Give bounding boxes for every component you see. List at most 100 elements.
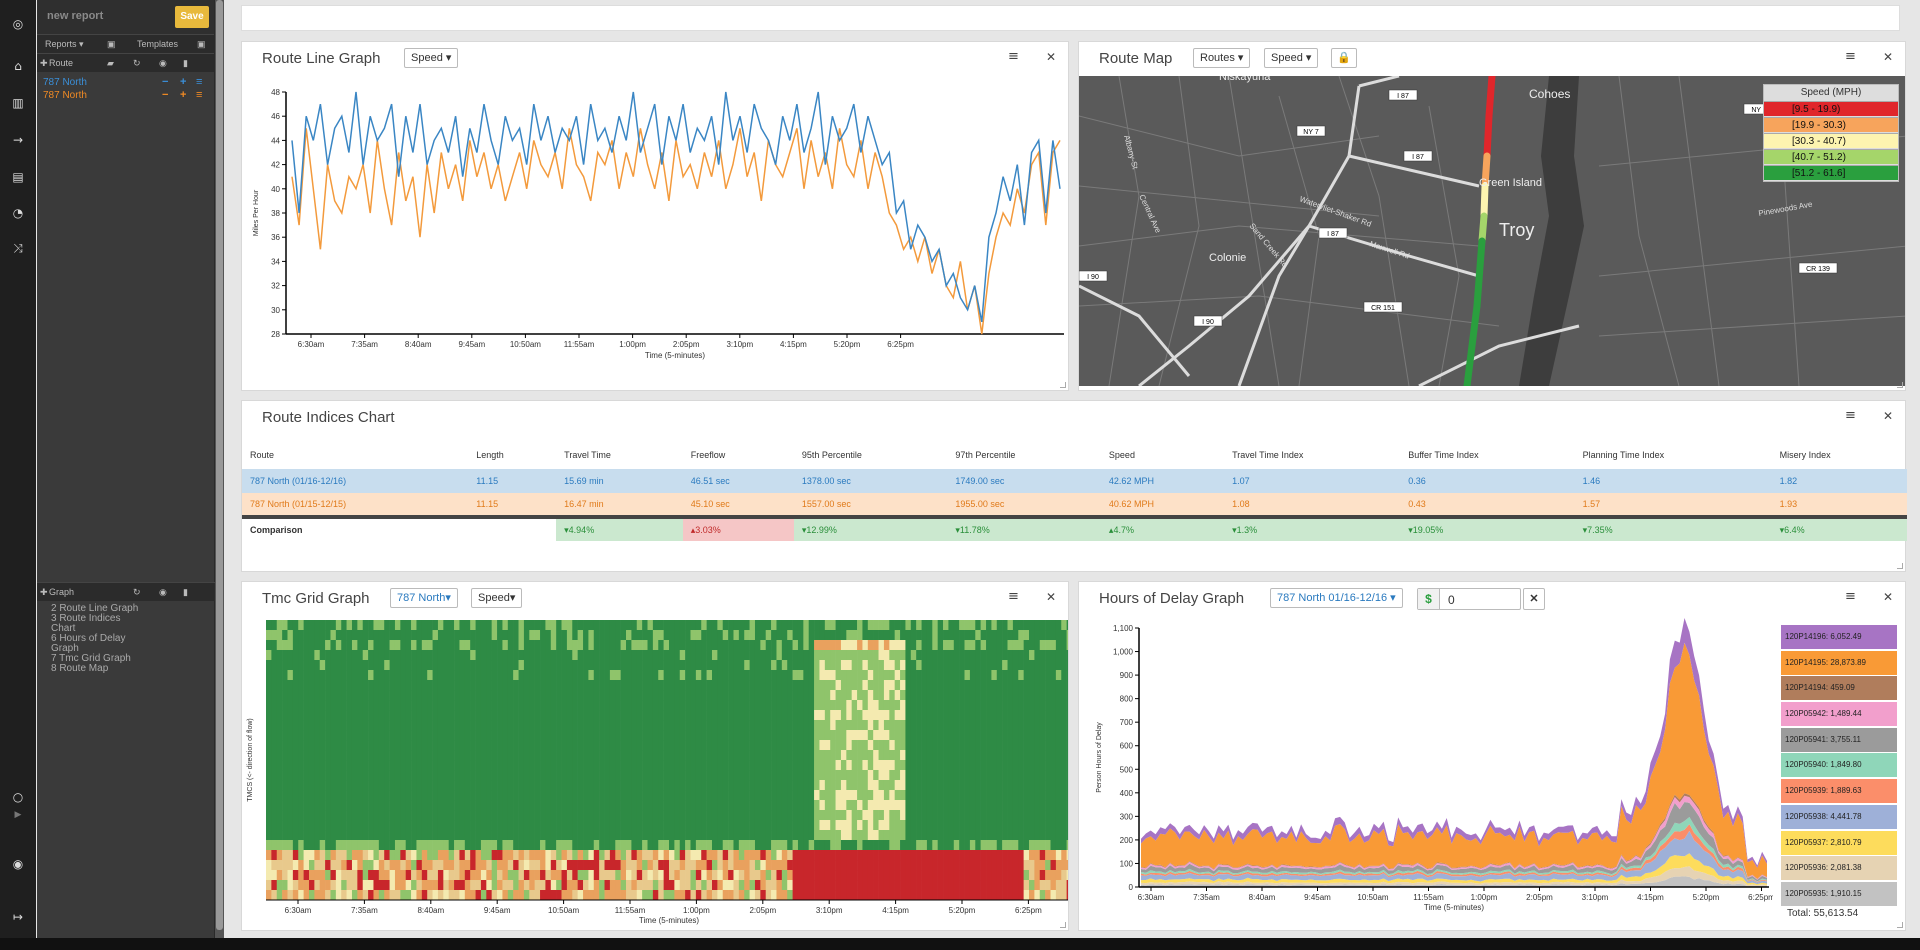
minus-icon[interactable]: − bbox=[162, 89, 169, 101]
add-graph-icon[interactable]: ✚ bbox=[40, 587, 48, 597]
column-header[interactable]: Misery Index bbox=[1779, 450, 1831, 460]
heatmap-cell bbox=[400, 860, 406, 871]
hamburger-icon[interactable]: ≡ bbox=[1845, 49, 1856, 64]
heatmap-cell bbox=[883, 660, 890, 671]
close-icon[interactable]: ✕ bbox=[1883, 590, 1894, 604]
expand-icon[interactable]: ▶ bbox=[14, 810, 22, 820]
close-icon[interactable]: ✕ bbox=[1883, 50, 1894, 64]
legend-item[interactable]: 120P14196: 6,052.49 bbox=[1781, 625, 1897, 649]
heatmap-cell bbox=[857, 680, 863, 691]
legend-item[interactable]: 120P05935: 1,910.15 bbox=[1781, 881, 1897, 906]
close-icon[interactable]: ✕ bbox=[1046, 590, 1057, 604]
legend-item[interactable]: 120P05939: 1,889.63 bbox=[1781, 779, 1897, 804]
column-header[interactable]: Route bbox=[250, 450, 275, 460]
heatmap-cell bbox=[599, 690, 605, 701]
table-row[interactable]: 787 North (01/16-12/16) 11.15 15.69 min 46.… bbox=[242, 469, 1907, 493]
lock-icon[interactable]: 🔒 bbox=[1331, 48, 1357, 68]
refresh-icon[interactable]: ↻ bbox=[133, 587, 141, 597]
graph-item[interactable]: 2 Route Line Graph bbox=[51, 603, 139, 614]
trash-icon[interactable]: ▮ bbox=[183, 58, 188, 68]
logout-icon[interactable]: ↦ bbox=[12, 910, 24, 924]
add-route-icon[interactable]: ✚ bbox=[40, 58, 48, 68]
graph-item[interactable]: 3 Route Indices Chart bbox=[51, 613, 121, 634]
route-item-2[interactable]: 787 North − + ≡ bbox=[37, 89, 214, 102]
eye-icon[interactable]: ◉ bbox=[159, 587, 167, 597]
clear-icon[interactable]: ✕ bbox=[1523, 588, 1545, 610]
dashboard-icon[interactable]: ◔ bbox=[12, 206, 24, 220]
legend-item[interactable]: 120P14195: 28,873.89 bbox=[1781, 650, 1897, 675]
metric-dropdown[interactable]: Speed▾ bbox=[471, 588, 523, 608]
heatmap-cell bbox=[480, 620, 487, 631]
column-header[interactable]: 97th Percentile bbox=[955, 450, 1016, 460]
metric-dropdown[interactable]: Speed ▾ bbox=[404, 48, 459, 68]
legend-item[interactable]: 120P05936: 2,081.38 bbox=[1781, 856, 1897, 881]
report-name[interactable]: new report bbox=[47, 10, 104, 22]
heatmap-cell bbox=[840, 860, 847, 871]
heatmap-cell bbox=[980, 680, 987, 691]
user-icon[interactable]: ◉ bbox=[12, 857, 24, 871]
circle-icon[interactable]: ○ bbox=[12, 790, 24, 804]
legend-item[interactable]: 120P05937: 2,810.79 bbox=[1781, 830, 1897, 855]
eye-icon[interactable]: ◉ bbox=[159, 58, 167, 68]
hamburger-icon[interactable]: ≡ bbox=[1008, 49, 1019, 64]
plus-icon[interactable]: + bbox=[180, 76, 187, 88]
column-header[interactable]: Length bbox=[476, 450, 504, 460]
menu-icon[interactable]: ≡ bbox=[196, 89, 203, 101]
reports-dropdown[interactable]: Reports ▾ bbox=[45, 39, 84, 49]
street bbox=[1678, 76, 1720, 386]
resize-handle[interactable] bbox=[1897, 563, 1903, 569]
save-button[interactable]: Save bbox=[175, 6, 209, 28]
graph-item[interactable]: 6 Hours of Delay Graph bbox=[51, 633, 126, 654]
refresh-icon[interactable]: ↻ bbox=[133, 58, 141, 68]
save-template-icon[interactable]: ▣ bbox=[197, 39, 206, 49]
document-icon[interactable]: ▤ bbox=[12, 170, 24, 184]
heatmap-cell bbox=[1066, 750, 1068, 761]
graph-item[interactable]: 8 Route Map bbox=[51, 663, 109, 674]
legend-item[interactable]: 120P14194: 459.09 bbox=[1781, 676, 1897, 701]
routes-dropdown[interactable]: Routes ▾ bbox=[1193, 48, 1251, 68]
sidebar-scroll-thumb[interactable] bbox=[216, 0, 223, 930]
folder-icon[interactable]: ▰ bbox=[107, 58, 114, 68]
heatmap-cell bbox=[819, 680, 826, 691]
resize-handle[interactable] bbox=[1060, 922, 1066, 928]
templates-label[interactable]: Templates bbox=[137, 39, 179, 49]
table-row[interactable]: 787 North (01/15-12/15) 11.15 16.47 min 45.… bbox=[242, 493, 1907, 517]
route-dropdown[interactable]: 787 North▾ bbox=[390, 588, 458, 608]
route-dropdown[interactable]: 787 North 01/16-12/16 ▾ bbox=[1270, 588, 1403, 608]
close-icon[interactable]: ✕ bbox=[1883, 409, 1894, 423]
heatmap-cell bbox=[357, 870, 364, 881]
legend-item[interactable]: 120P05941: 3,755.11 bbox=[1781, 727, 1897, 752]
hamburger-icon[interactable]: ≡ bbox=[1845, 589, 1856, 604]
hamburger-icon[interactable]: ≡ bbox=[1008, 589, 1019, 604]
metric-dropdown[interactable]: Speed ▾ bbox=[1264, 48, 1319, 68]
legend-item[interactable]: 120P05938: 4,441.78 bbox=[1781, 804, 1897, 829]
resize-handle[interactable] bbox=[1060, 382, 1066, 388]
legend-item[interactable]: 120P05940: 1,849.80 bbox=[1781, 753, 1897, 778]
column-header[interactable]: Planning Time Index bbox=[1582, 450, 1665, 460]
column-header[interactable]: Travel Time bbox=[564, 450, 611, 460]
legend-item[interactable]: 120P05942: 1,489.44 bbox=[1781, 702, 1897, 727]
plus-icon[interactable]: + bbox=[180, 89, 187, 101]
trash-icon[interactable]: ▮ bbox=[183, 587, 188, 597]
arrow-right-icon[interactable]: → bbox=[12, 133, 24, 147]
cost-input[interactable]: 0 bbox=[1448, 593, 1455, 607]
menu-icon[interactable]: ≡ bbox=[196, 76, 203, 88]
shuffle-icon[interactable]: ⤨ bbox=[13, 241, 23, 255]
logo-icon[interactable]: ◎ bbox=[12, 17, 24, 31]
graph-item[interactable]: 7 Tmc Grid Graph bbox=[51, 653, 131, 664]
save-report-icon[interactable]: ▣ bbox=[107, 39, 116, 49]
hamburger-icon[interactable]: ≡ bbox=[1845, 408, 1856, 423]
minus-icon[interactable]: − bbox=[162, 76, 169, 88]
column-header[interactable]: Speed bbox=[1108, 450, 1135, 460]
resize-handle[interactable] bbox=[1897, 922, 1903, 928]
column-header[interactable]: 95th Percentile bbox=[801, 450, 862, 460]
column-header[interactable]: Travel Time Index bbox=[1232, 450, 1304, 460]
route-item-1[interactable]: 787 North − + ≡ bbox=[37, 76, 214, 89]
heatmap-cell bbox=[733, 730, 740, 741]
column-header[interactable]: Freeflow bbox=[690, 450, 726, 460]
column-header[interactable]: Buffer Time Index bbox=[1408, 450, 1479, 460]
home-icon[interactable]: ⌂ bbox=[14, 59, 22, 73]
resize-handle[interactable] bbox=[1897, 382, 1903, 388]
close-icon[interactable]: ✕ bbox=[1046, 50, 1057, 64]
chart-icon[interactable]: ▥ bbox=[12, 96, 24, 110]
